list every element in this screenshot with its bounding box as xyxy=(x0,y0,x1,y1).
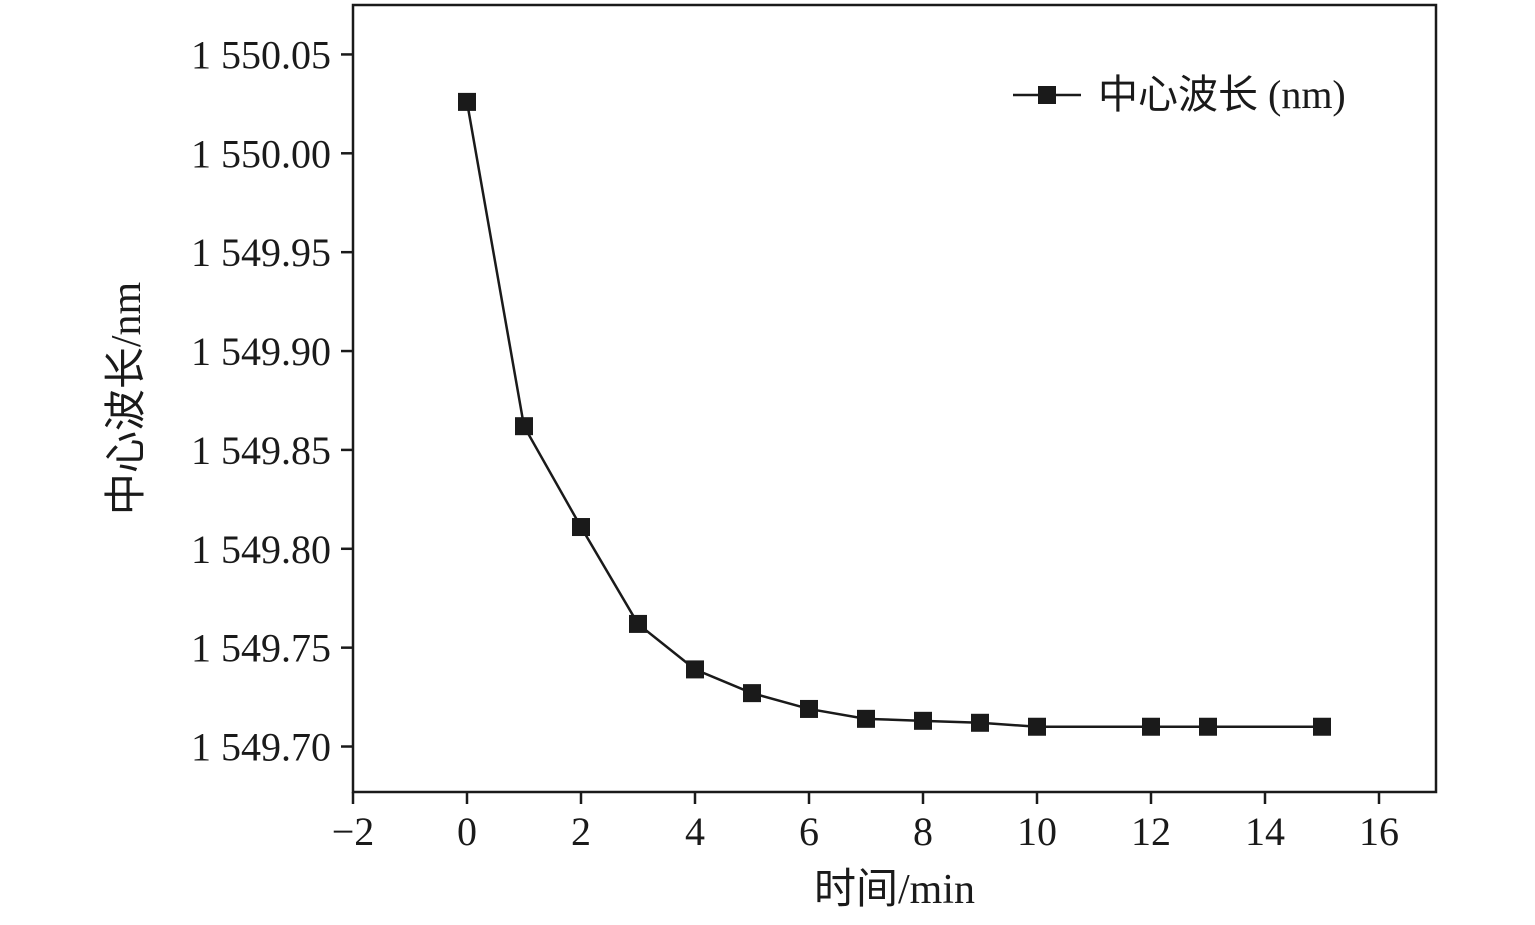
data-point xyxy=(1313,717,1331,736)
x-tick-label: 14 xyxy=(1245,809,1285,854)
legend-marker xyxy=(1038,86,1056,104)
x-tick-label: 6 xyxy=(799,809,819,854)
data-point xyxy=(971,713,989,732)
series-layer xyxy=(458,92,1331,736)
y-tick-label: 1 549.75 xyxy=(191,626,331,671)
y-tick-label: 1 549.90 xyxy=(191,329,331,374)
plot-frame xyxy=(351,3,1438,794)
legend: 中心波长 (nm) xyxy=(1013,72,1346,117)
axes xyxy=(351,3,1438,794)
data-point xyxy=(1142,717,1160,736)
data-point xyxy=(572,518,590,537)
data-point xyxy=(458,92,476,111)
x-tick-label: 10 xyxy=(1017,809,1057,854)
y-tick-label: 1 549.95 xyxy=(191,230,331,275)
data-point xyxy=(914,711,932,730)
x-tick-label: −2 xyxy=(332,809,375,854)
data-point xyxy=(857,709,875,728)
x-tick-label: 4 xyxy=(685,809,705,854)
y-tick-label: 1 549.70 xyxy=(191,725,331,770)
data-point xyxy=(1199,717,1217,736)
y-axis-label: 中心波长/nm xyxy=(104,282,150,516)
data-point xyxy=(743,684,761,703)
y-tick-label: 1 549.80 xyxy=(191,527,331,572)
y-tick-label: 1 549.85 xyxy=(191,428,331,473)
data-point xyxy=(515,417,533,436)
data-point xyxy=(1028,717,1046,736)
data-point xyxy=(800,699,818,718)
data-point xyxy=(686,660,704,679)
x-axis-label: 时间/min xyxy=(814,867,975,913)
legend-label: 中心波长 (nm) xyxy=(1098,72,1346,117)
y-tick-label: 1 550.00 xyxy=(191,131,331,176)
x-tick-label: 0 xyxy=(457,809,477,854)
x-tick-label: 2 xyxy=(571,809,591,854)
x-tick-label: 8 xyxy=(913,809,933,854)
x-tick-label: 12 xyxy=(1131,809,1171,854)
y-tick-label: 1 550.05 xyxy=(191,32,331,77)
x-tick-label: 16 xyxy=(1359,809,1399,854)
series-line xyxy=(465,101,1322,728)
data-point xyxy=(629,614,647,633)
ticks: −2 0 2 4 6 8 10 12 14 16 1 549.70 1 549.75 1 549.80 1… xyxy=(191,32,1399,854)
